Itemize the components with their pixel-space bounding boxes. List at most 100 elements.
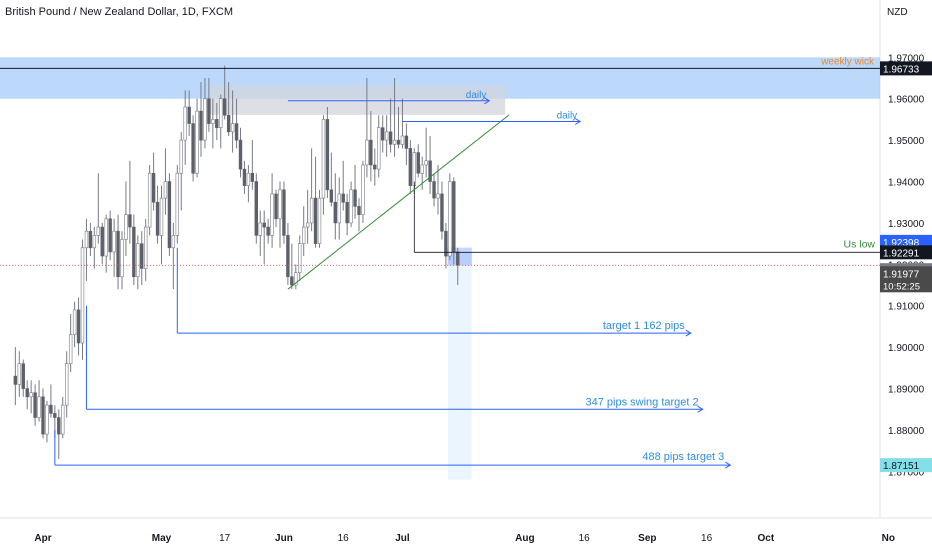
y-tick-label: 1.89000 bbox=[888, 385, 925, 396]
candle-body bbox=[167, 181, 172, 249]
y-tick-label: 1.95000 bbox=[888, 136, 925, 147]
candle-body bbox=[309, 197, 314, 224]
y-tick-label: 1.94000 bbox=[888, 178, 925, 189]
candle-body bbox=[191, 123, 195, 174]
candle-body bbox=[226, 114, 231, 133]
candle-body bbox=[84, 230, 89, 249]
daily-label-1: daily bbox=[466, 90, 487, 101]
candle-body bbox=[341, 193, 345, 203]
price-tag-us-low: 1.92291 bbox=[883, 248, 920, 259]
candle-body bbox=[456, 251, 460, 266]
candle-body bbox=[250, 172, 255, 182]
candle-body bbox=[286, 235, 290, 278]
y-tick-label: 1.87000 bbox=[888, 467, 925, 478]
price-tag-weekly: 1.96733 bbox=[883, 64, 920, 75]
candle-body bbox=[282, 189, 286, 236]
candle-body bbox=[151, 172, 156, 203]
price-tag-entry-top: 1.92398 bbox=[883, 238, 920, 249]
candle-body bbox=[274, 193, 278, 220]
candle-body bbox=[329, 189, 334, 203]
candle-body bbox=[128, 214, 132, 228]
candle-body bbox=[132, 226, 136, 278]
candle-body bbox=[155, 201, 160, 236]
candle-body bbox=[57, 417, 61, 435]
candle-body bbox=[230, 123, 235, 133]
candle-body bbox=[278, 189, 282, 220]
candle-body bbox=[175, 172, 179, 236]
candle-body bbox=[270, 193, 274, 236]
candle-body bbox=[246, 172, 251, 186]
price-tag-target3-bg bbox=[880, 458, 932, 473]
candle-body bbox=[223, 98, 227, 116]
daily-arrow-1-head bbox=[484, 97, 491, 105]
candle-body bbox=[412, 152, 416, 186]
candle-body bbox=[195, 110, 199, 174]
target1-arrow-head bbox=[685, 329, 692, 337]
candle-body bbox=[448, 181, 452, 257]
y-tick-label: 1.93000 bbox=[888, 219, 925, 230]
x-tick-label: Apr bbox=[34, 533, 51, 544]
candle-body bbox=[116, 230, 120, 278]
candle-body bbox=[96, 226, 101, 236]
candle-body bbox=[432, 181, 436, 199]
candle-body bbox=[436, 193, 440, 199]
candle-body bbox=[219, 98, 223, 129]
price-tag-target3: 1.87151 bbox=[883, 461, 920, 472]
candle-body bbox=[61, 404, 65, 435]
x-tick-label: No bbox=[882, 533, 895, 544]
trendline bbox=[287, 114, 510, 290]
candle-body bbox=[53, 413, 57, 418]
us-low-label: Us low bbox=[843, 238, 875, 250]
candle-body bbox=[65, 363, 69, 406]
candle-body bbox=[45, 404, 49, 435]
candle-body bbox=[104, 218, 108, 257]
candle-body bbox=[29, 392, 33, 398]
candle-body bbox=[266, 226, 270, 236]
candle-body bbox=[183, 106, 187, 141]
candle-body bbox=[294, 272, 298, 286]
candle-body bbox=[408, 148, 413, 186]
x-tick-label: 17 bbox=[219, 533, 231, 544]
candle-body bbox=[171, 235, 176, 249]
candle-body bbox=[207, 98, 211, 124]
y-tick-label: 1.90000 bbox=[888, 343, 925, 354]
candle-body bbox=[179, 139, 183, 174]
candle-body bbox=[365, 139, 369, 166]
candle-body bbox=[17, 363, 21, 385]
candle-body bbox=[108, 218, 112, 253]
candle-body bbox=[345, 201, 349, 224]
candle-body bbox=[242, 168, 247, 186]
candle-body bbox=[420, 164, 424, 174]
candle-body bbox=[72, 309, 77, 336]
candle-body bbox=[317, 197, 322, 244]
candle-body bbox=[377, 127, 381, 170]
candle-body bbox=[298, 243, 302, 273]
candle-body bbox=[404, 135, 409, 149]
candle-body bbox=[262, 222, 266, 228]
candle-body bbox=[325, 119, 330, 191]
candle-body bbox=[25, 388, 29, 398]
candle-body bbox=[361, 164, 365, 215]
candle-body bbox=[49, 404, 53, 414]
candle-body bbox=[37, 396, 41, 418]
candle-body bbox=[416, 152, 420, 174]
candle-body bbox=[238, 139, 243, 170]
target2-label: 347 pips swing target 2 bbox=[586, 396, 699, 408]
candle-body bbox=[203, 98, 207, 141]
candle-body bbox=[290, 276, 294, 286]
candle-body bbox=[80, 247, 85, 344]
x-tick-label: 16 bbox=[338, 533, 350, 544]
candle-body bbox=[428, 160, 432, 182]
candle-body bbox=[357, 206, 361, 215]
candle-body bbox=[100, 226, 104, 257]
candle-body bbox=[215, 119, 219, 129]
daily-arrow-2-head bbox=[574, 118, 582, 125]
candle-body bbox=[254, 181, 258, 236]
candles-layer bbox=[13, 65, 460, 459]
currency-label: NZD bbox=[887, 7, 908, 18]
price-tag-us-low-bg bbox=[880, 245, 932, 260]
candle-body bbox=[321, 119, 326, 199]
candle-body bbox=[140, 243, 144, 269]
candle-body bbox=[234, 123, 239, 141]
